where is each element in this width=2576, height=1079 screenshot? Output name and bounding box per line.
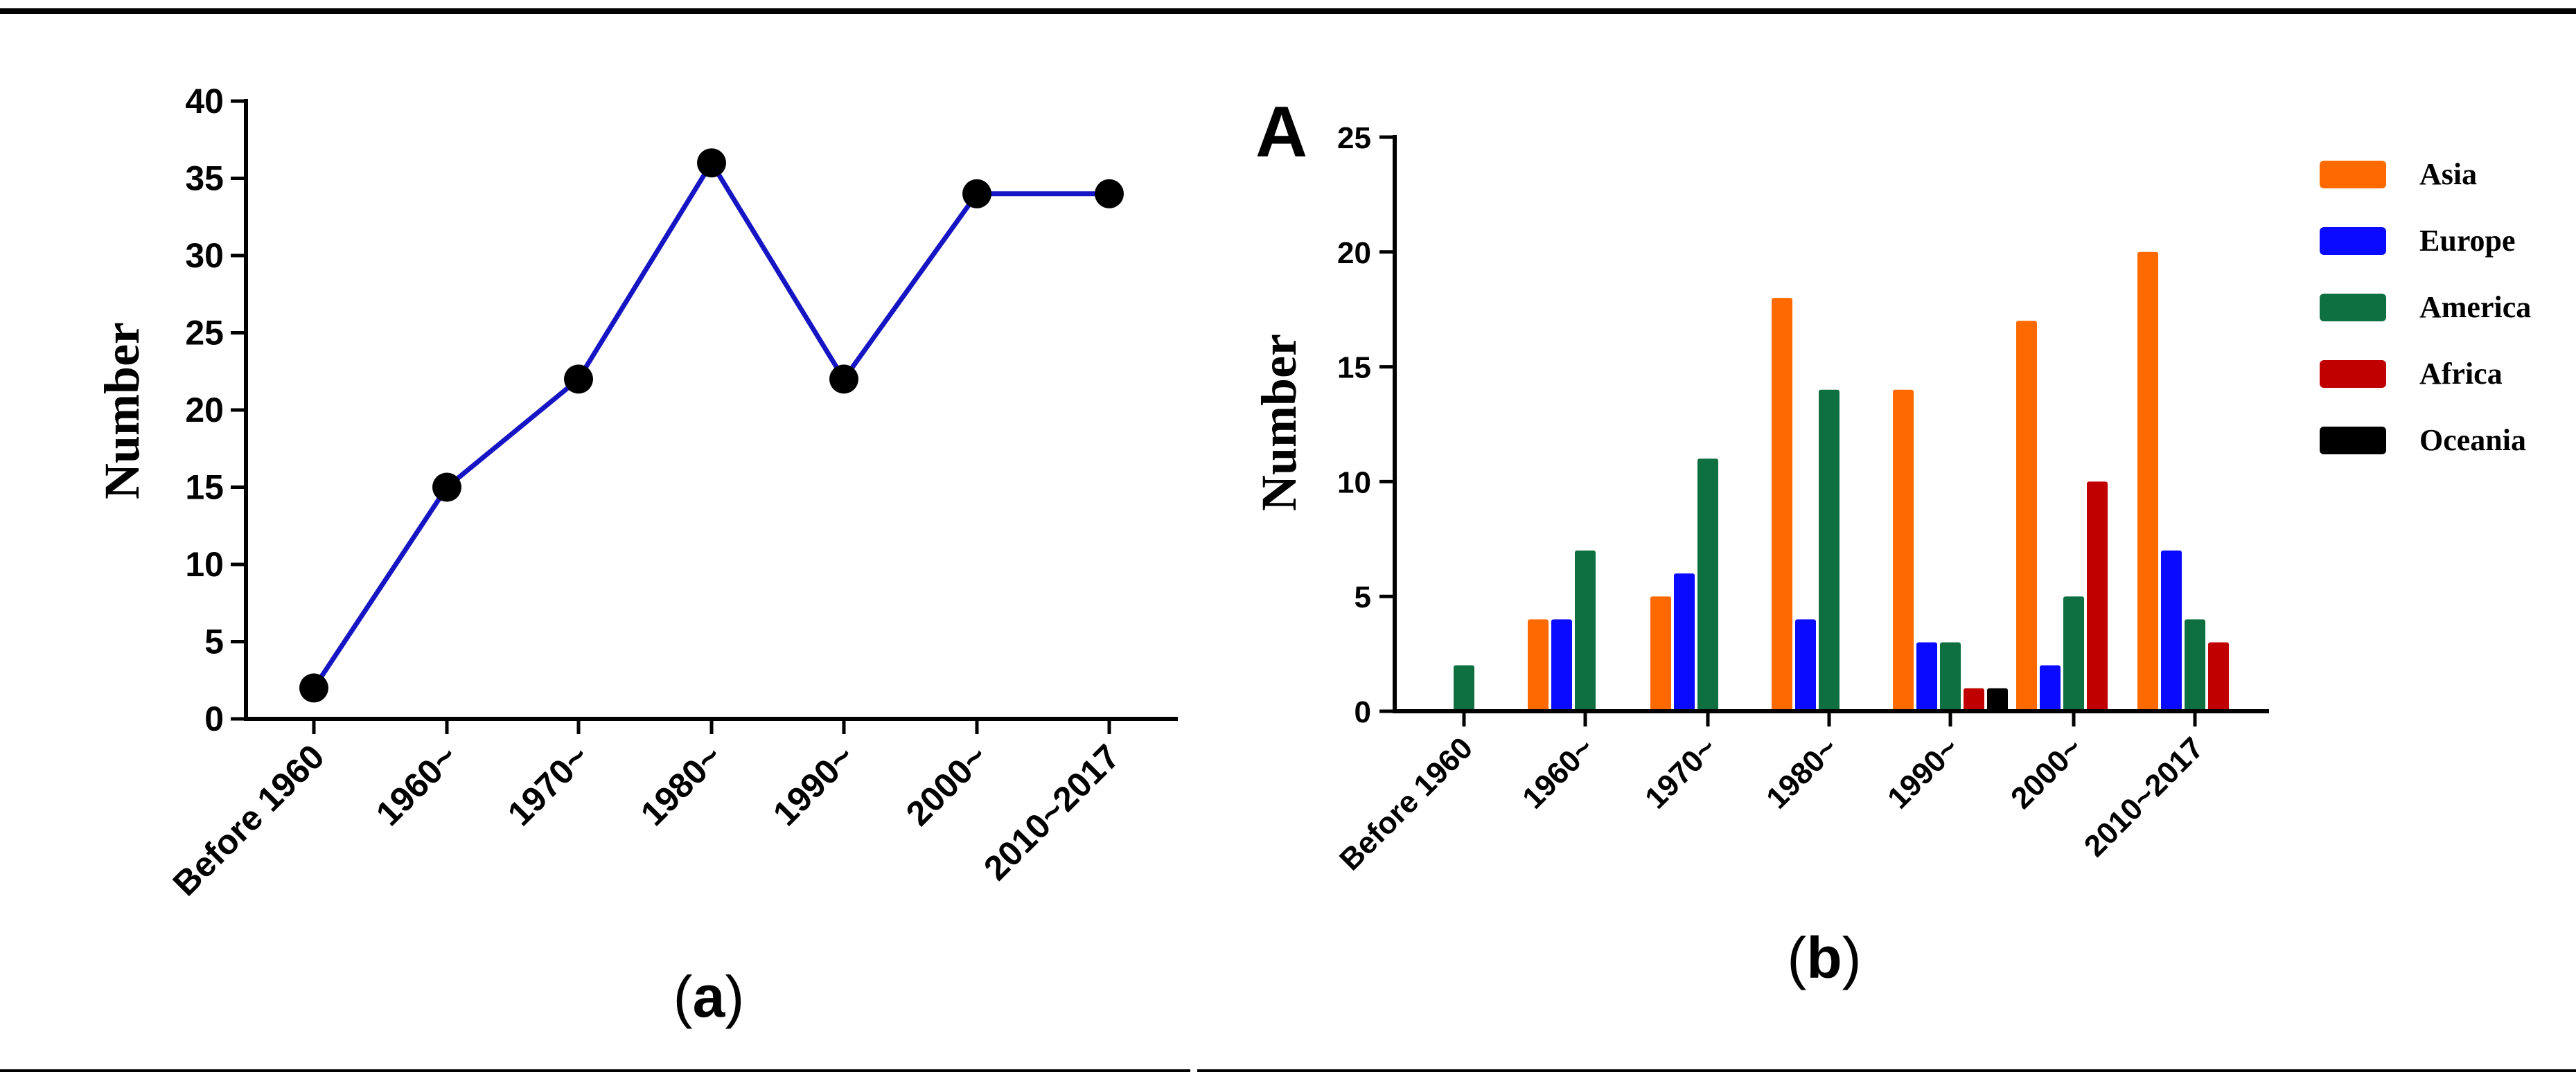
x-tick-label-2000: 2000~ <box>899 737 995 833</box>
x-tick-label-before-1960: Before 1960 <box>1333 731 1479 877</box>
bar-series <box>1454 251 2229 711</box>
data-point-1990 <box>829 364 858 394</box>
bar-europe-1980 <box>1795 619 1816 711</box>
bar-asia-2010-2017 <box>2137 251 2158 711</box>
x-axis-ticks: Before 1960 1960~ 1970~ 1980~ 1990~ 2000~2010… <box>1333 711 2210 877</box>
y-tick-label-25: 25 <box>1337 121 1371 155</box>
bar-asia-1980 <box>1772 298 1792 711</box>
legend-label-oceania: Oceania <box>2419 423 2526 457</box>
y-tick-label-25: 25 <box>185 314 224 353</box>
bar-europe-1960 <box>1551 619 1572 711</box>
x-tick-label-2010-2017: 2010~2017 <box>976 737 1127 888</box>
legend-label-africa: Africa <box>2419 357 2503 391</box>
x-tick-label-2000: 2000~ <box>2004 731 2089 815</box>
legend: Asia Europe America Africa Oceania <box>2320 157 2531 457</box>
bar-america-1960 <box>1575 550 1596 711</box>
y-tick-label-15: 15 <box>1337 351 1371 385</box>
bar-europe-2000 <box>2040 665 2061 711</box>
x-tick-label-1960: 1960~ <box>369 737 465 833</box>
y-tick-label-15: 15 <box>185 468 224 507</box>
x-tick-label-1970: 1970~ <box>500 737 597 833</box>
data-point-1970 <box>564 364 593 394</box>
panel-label: A <box>1255 92 1307 172</box>
x-tick-label-before-1960: Before 1960 <box>166 737 332 903</box>
legend-label-asia: Asia <box>2419 157 2477 191</box>
data-point-1960 <box>432 472 461 502</box>
line-series <box>299 148 1124 703</box>
bar-asia-1970 <box>1650 596 1671 711</box>
y-tick-label-20: 20 <box>185 391 224 429</box>
bar-asia-1960 <box>1528 619 1549 711</box>
caption-a: (a) <box>673 964 745 1029</box>
bar-europe-1990 <box>1916 642 1937 711</box>
bar-asia-1990 <box>1893 389 1914 711</box>
bar-africa-2010-2017 <box>2208 642 2229 711</box>
bar-chart-panel-b: A Number 0 5 10 15 20 25 Before 1960 1960~ 1970… <box>1251 92 2531 990</box>
bar-europe-2010-2017 <box>2161 550 2182 711</box>
x-axis-ticks: Before 1960 1960~ 1970~ 1980~ 1990~ 2000~2010… <box>166 719 1127 903</box>
bar-america-2000 <box>2063 596 2084 711</box>
bar-europe-1970 <box>1674 573 1695 711</box>
bar-africa-2000 <box>2087 481 2108 711</box>
y-tick-label-0: 0 <box>204 699 224 738</box>
bar-africa-1990 <box>1964 688 1984 711</box>
bar-america-1980 <box>1819 389 1840 711</box>
x-tick-label-1990: 1990~ <box>766 737 862 833</box>
legend-label-europe: Europe <box>2419 224 2516 258</box>
legend-swatch-europe <box>2320 227 2386 255</box>
y-axis-ticks: 0 5 10 15 20 25 <box>1337 121 1395 729</box>
legend-swatch-oceania <box>2320 427 2386 454</box>
y-tick-label-10: 10 <box>1337 465 1371 499</box>
y-tick-label-5: 5 <box>1355 580 1371 614</box>
y-tick-label-10: 10 <box>185 545 224 584</box>
bar-oceania-1990 <box>1987 688 2008 711</box>
bar-america-1990 <box>1940 642 1961 711</box>
legend-label-america: America <box>2419 290 2531 324</box>
caption-b: (b) <box>1787 925 1861 990</box>
x-tick-label-1970: 1970~ <box>1639 731 1723 815</box>
y-axis-title: Number <box>94 322 150 499</box>
bar-america-before-1960 <box>1454 665 1474 711</box>
bar-america-1970 <box>1697 458 1718 711</box>
x-tick-label-1960: 1960~ <box>1516 731 1600 815</box>
line-chart-panel-a: Number 0 5 10 15 20 25 30 35 40 Before 1960 1960~… <box>94 82 1178 1029</box>
data-point-1980 <box>697 148 726 178</box>
y-tick-label-20: 20 <box>1337 236 1371 270</box>
y-tick-label-30: 30 <box>185 236 224 275</box>
legend-swatch-africa <box>2320 360 2386 388</box>
bar-asia-2000 <box>2016 321 2037 711</box>
x-tick-label-2010-2017: 2010~2017 <box>2078 731 2210 863</box>
series-line <box>312 160 1109 690</box>
legend-swatch-america <box>2320 294 2386 321</box>
y-tick-label-0: 0 <box>1355 695 1371 729</box>
data-point-2010-2017 <box>1095 179 1124 208</box>
y-tick-label-40: 40 <box>185 82 224 121</box>
y-axis-title: Number <box>1251 334 1307 511</box>
x-tick-label-1980: 1980~ <box>1760 731 1844 815</box>
x-tick-label-1990: 1990~ <box>1881 731 1966 815</box>
legend-swatch-asia <box>2320 161 2386 188</box>
data-point-2000 <box>962 179 991 208</box>
y-tick-label-5: 5 <box>204 623 224 661</box>
x-tick-label-1980: 1980~ <box>633 737 730 833</box>
y-axis-ticks: 0 5 10 15 20 25 30 35 40 <box>185 82 246 738</box>
y-tick-label-35: 35 <box>185 159 224 198</box>
data-point-before-1960 <box>299 673 328 703</box>
bar-america-2010-2017 <box>2185 619 2205 711</box>
